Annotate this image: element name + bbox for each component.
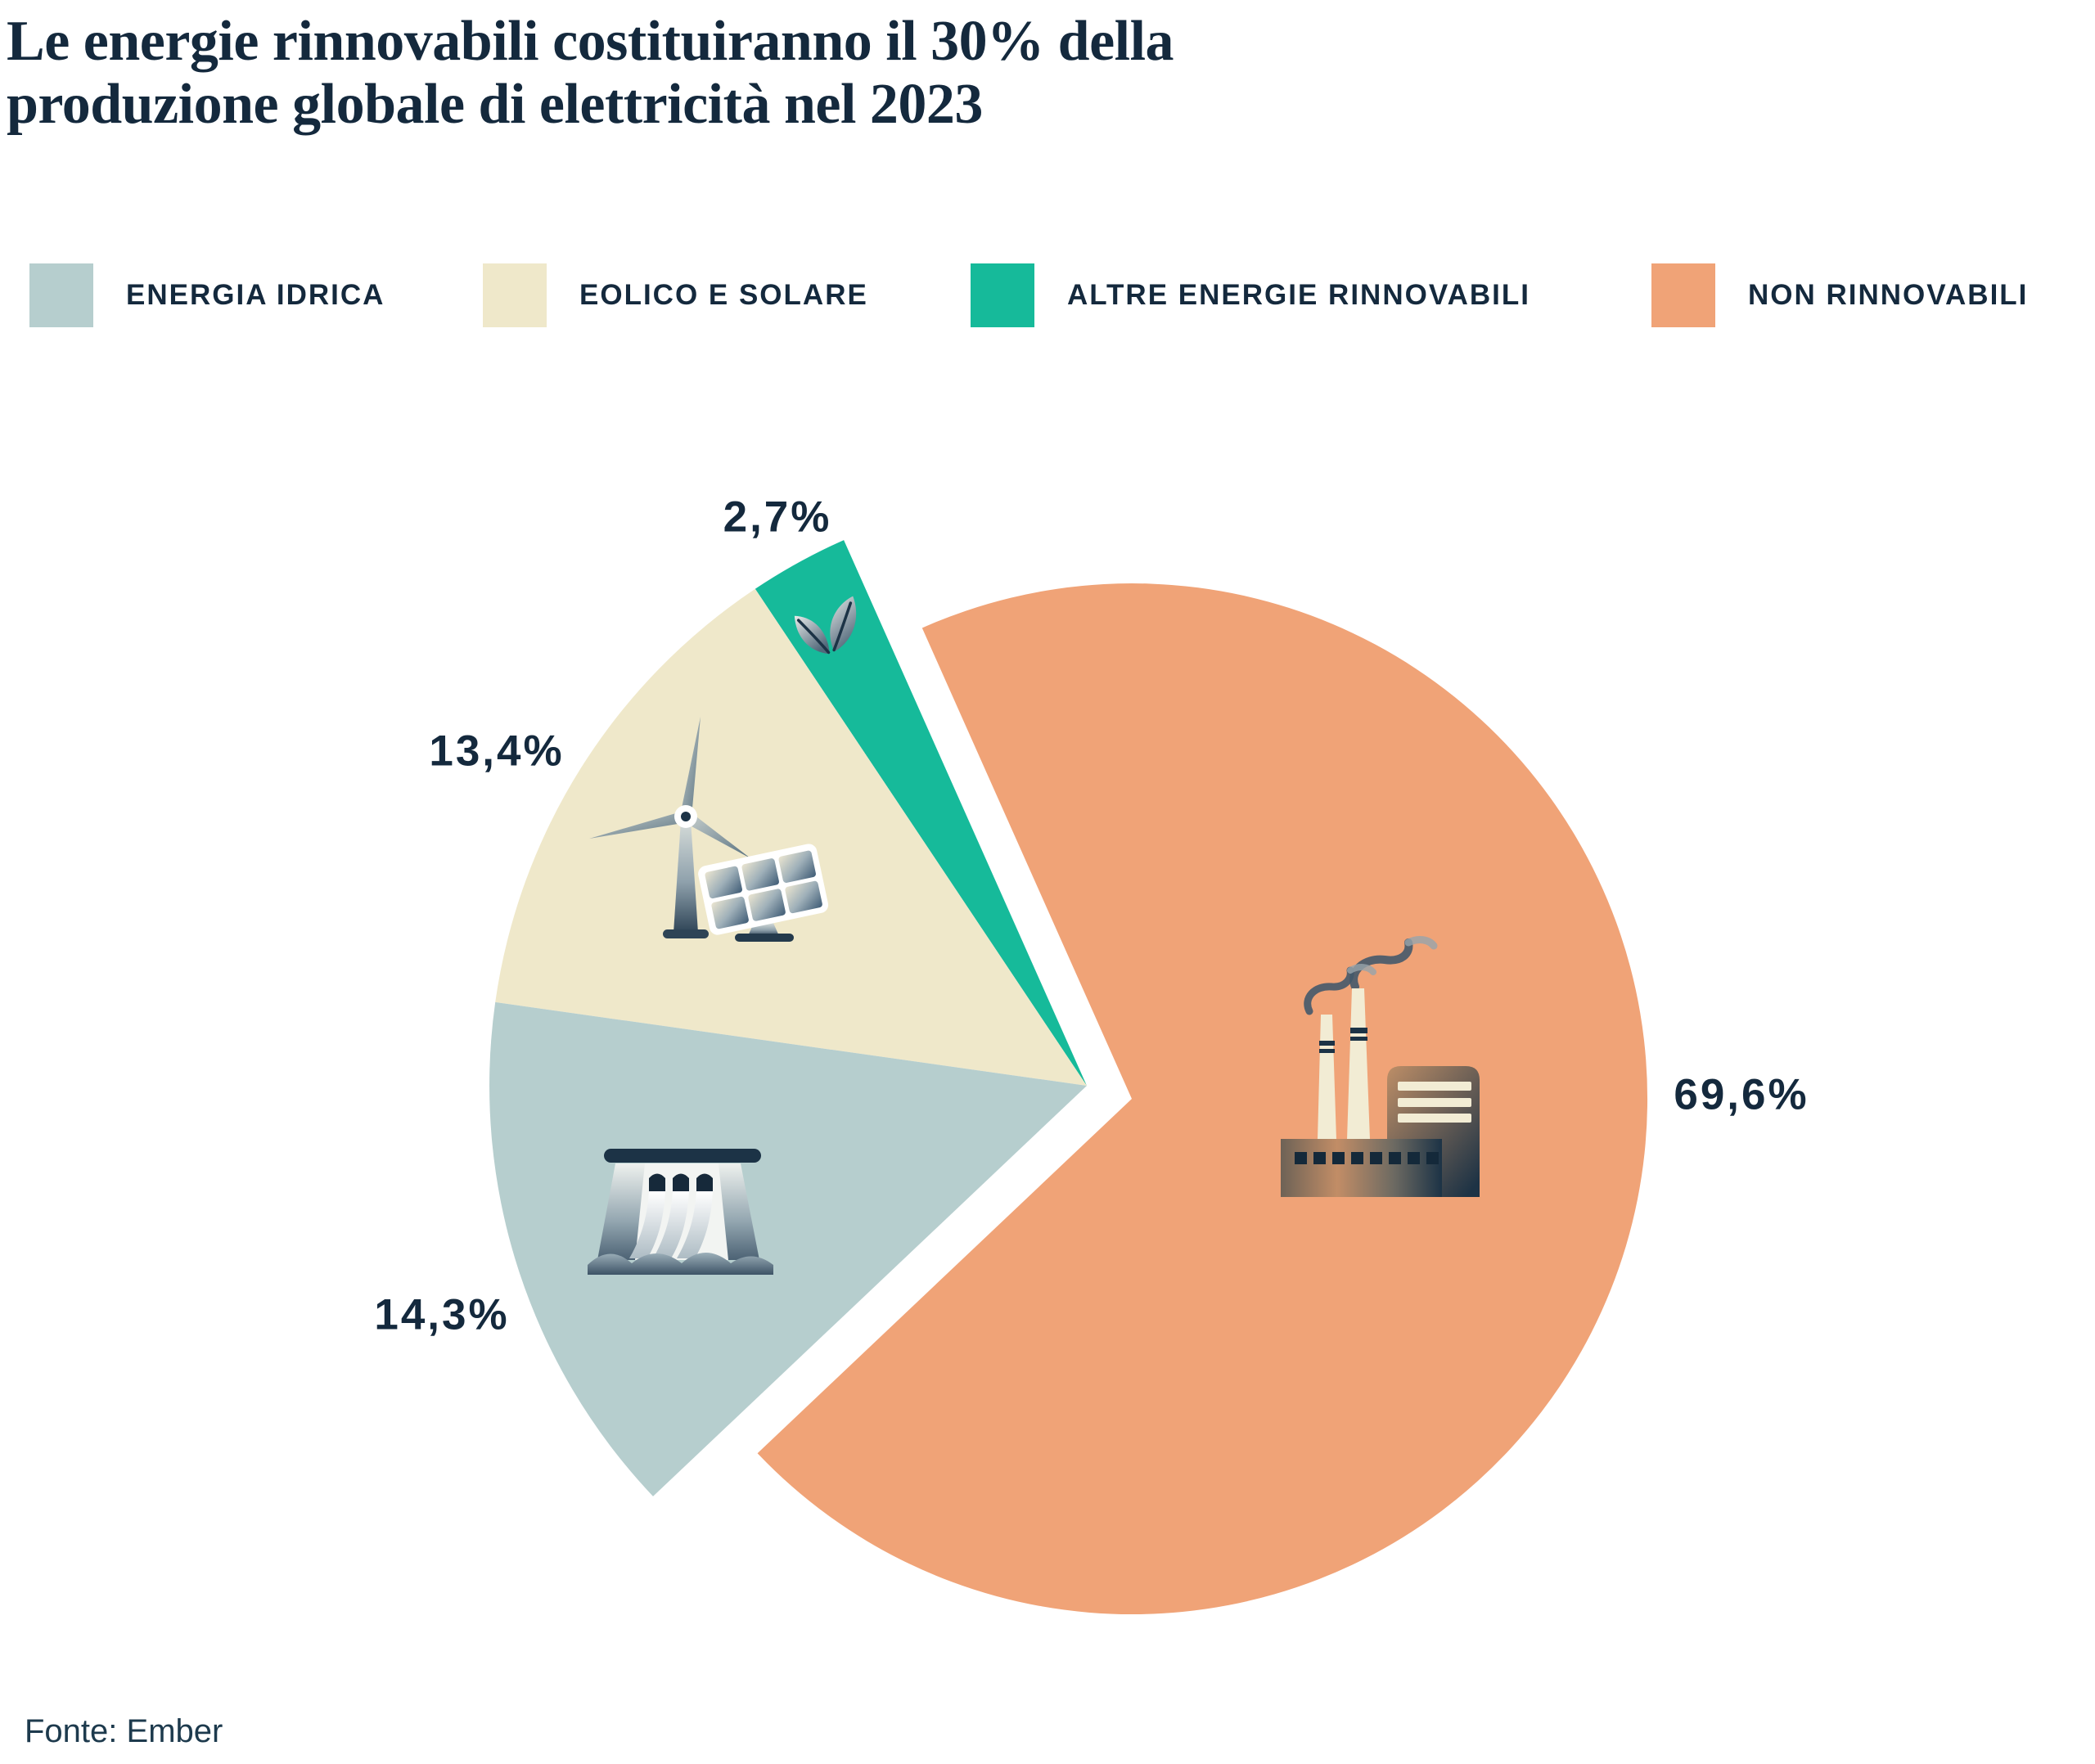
- legend-item-energia-idrica: ENERGIA IDRICA: [29, 263, 385, 327]
- pie-slice-non-rinnovabili[interactable]: [757, 583, 1648, 1615]
- pct-label-energia-idrica: 14,3%: [374, 1290, 510, 1339]
- pie-slice-energia-idrica[interactable]: [489, 1001, 1087, 1496]
- wind-turbine-solar-panel-icon: [589, 717, 829, 942]
- legend-swatch-altre-rinnovabili: [971, 263, 1034, 327]
- legend-label-non-rinnovabili: NON RINNOVABILI: [1748, 279, 2029, 311]
- legend-item-altre-rinnovabili: ALTRE ENERGIE RINNOVABILI: [971, 263, 1530, 327]
- legend-swatch-energia-idrica: [29, 263, 93, 327]
- legend-label-eolico-e-solare: EOLICO E SOLARE: [579, 279, 868, 311]
- hydro-dam-icon: [588, 1149, 773, 1275]
- legend-label-altre-rinnovabili: ALTRE ENERGIE RINNOVABILI: [1067, 279, 1530, 311]
- factory-icon: [1281, 936, 1480, 1197]
- pct-label-eolico-e-solare: 13,4%: [429, 727, 565, 776]
- chart-title-line-1: Le energie rinnovabili costituiranno il …: [7, 10, 1174, 73]
- pct-label-altre-rinnovabili: 2,7%: [723, 493, 832, 542]
- leaf-icon: [794, 596, 857, 655]
- pct-label-non-rinnovabili: 69,6%: [1674, 1070, 1809, 1119]
- pie-slices: [489, 540, 1648, 1615]
- legend-item-non-rinnovabili: NON RINNOVABILI: [1651, 263, 2028, 327]
- source-note: Fonte: Ember: [25, 1713, 223, 1749]
- legend-label-energia-idrica: ENERGIA IDRICA: [126, 279, 385, 311]
- legend-swatch-non-rinnovabili: [1651, 263, 1715, 327]
- legend-swatch-eolico-e-solare: [483, 263, 547, 327]
- chart-title-line-2: produzione globale di elettricità nel 20…: [7, 73, 983, 136]
- legend-item-eolico-e-solare: EOLICO E SOLARE: [483, 263, 868, 327]
- pie-slice-altre-rinnovabili[interactable]: [755, 540, 1087, 1086]
- chart-title: Le energie rinnovabili costituiranno il …: [7, 10, 1283, 136]
- pie-slice-eolico-e-solare[interactable]: [495, 588, 1087, 1086]
